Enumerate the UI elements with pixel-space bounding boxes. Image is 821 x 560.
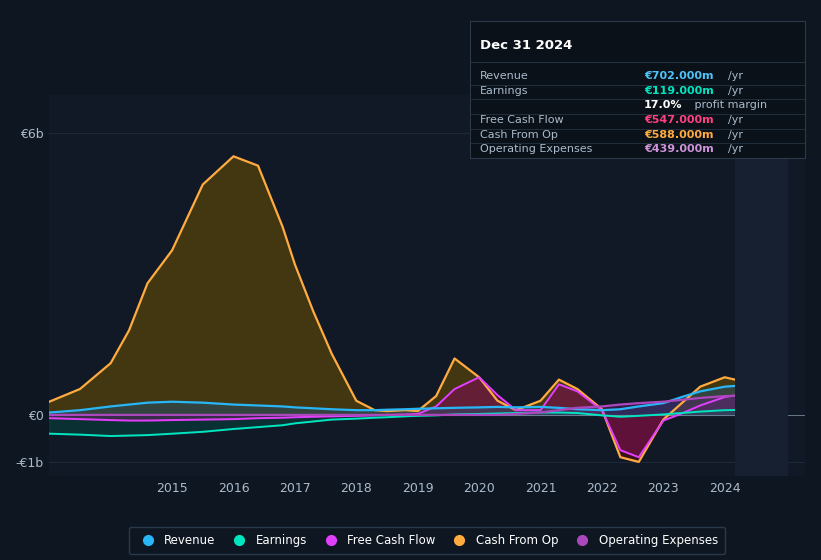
Text: /yr: /yr	[728, 129, 743, 139]
Text: €439.000m: €439.000m	[644, 144, 713, 154]
Text: 17.0%: 17.0%	[644, 100, 682, 110]
Text: profit margin: profit margin	[690, 100, 767, 110]
Text: Earnings: Earnings	[479, 86, 528, 96]
Text: Revenue: Revenue	[479, 71, 529, 81]
Legend: Revenue, Earnings, Free Cash Flow, Cash From Op, Operating Expenses: Revenue, Earnings, Free Cash Flow, Cash …	[129, 527, 725, 554]
Text: €547.000m: €547.000m	[644, 115, 713, 125]
Text: €588.000m: €588.000m	[644, 129, 713, 139]
Text: /yr: /yr	[728, 86, 743, 96]
Text: €702.000m: €702.000m	[644, 71, 713, 81]
Text: /yr: /yr	[728, 71, 743, 81]
Text: Dec 31 2024: Dec 31 2024	[479, 39, 572, 52]
Text: €119.000m: €119.000m	[644, 86, 713, 96]
Text: Free Cash Flow: Free Cash Flow	[479, 115, 563, 125]
Text: Operating Expenses: Operating Expenses	[479, 144, 592, 154]
Text: Cash From Op: Cash From Op	[479, 129, 557, 139]
Text: /yr: /yr	[728, 144, 743, 154]
Text: /yr: /yr	[728, 115, 743, 125]
